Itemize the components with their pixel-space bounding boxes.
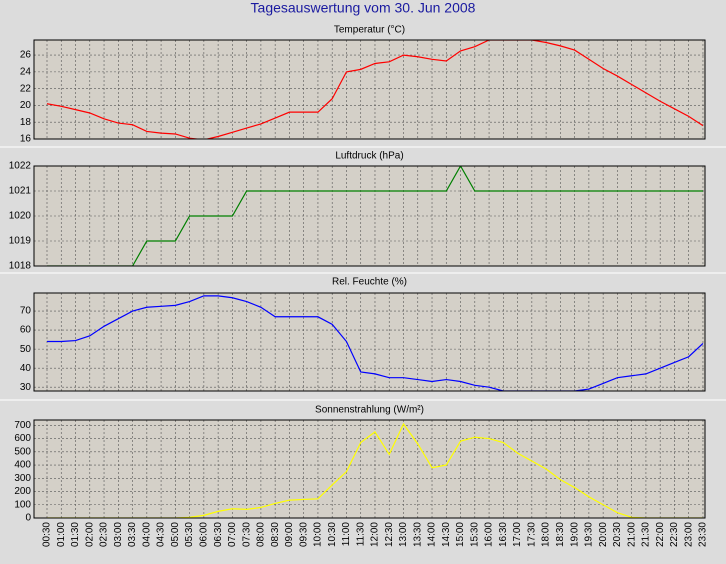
x-tick-label: 03:30	[127, 522, 138, 547]
y-tick-label: 1020	[9, 211, 32, 222]
x-tick-label: 13:30	[412, 522, 423, 547]
x-tick-label: 16:00	[484, 522, 495, 547]
x-tick-label: 19:30	[584, 522, 595, 547]
x-tick-label: 14:00	[427, 522, 438, 547]
x-tick-label: 04:30	[156, 522, 167, 547]
x-tick-label: 10:00	[313, 522, 324, 547]
plot-area	[34, 420, 705, 518]
page-title: Tagesauswertung vom 30. Jun 2008	[251, 0, 476, 16]
x-tick-label: 10:30	[327, 522, 338, 547]
y-tick-label: 40	[20, 363, 32, 374]
plot-border	[33, 165, 706, 267]
x-tick-label: 20:00	[598, 522, 609, 547]
x-tick-label: 22:00	[655, 522, 666, 547]
y-tick-label: 24	[20, 67, 32, 78]
y-tick-label: 600	[14, 433, 31, 444]
x-tick-label: 08:30	[270, 522, 281, 547]
chart-title: Sonnenstrahlung (W/m²)	[315, 405, 424, 416]
x-tick-label: 23:30	[698, 522, 709, 547]
y-tick-label: 20	[20, 100, 32, 111]
y-tick-label: 18	[20, 117, 32, 128]
y-tick-label: 16	[20, 134, 32, 145]
x-tick-label: 01:00	[56, 522, 67, 547]
x-tick-label: 20:30	[612, 522, 623, 547]
x-tick-label: 06:00	[199, 522, 210, 547]
y-tick-label: 26	[20, 50, 32, 61]
x-tick-label: 09:00	[284, 522, 295, 547]
x-tick-label: 02:00	[84, 522, 95, 547]
x-tick-label: 07:30	[241, 522, 252, 547]
x-tick-label: 08:00	[256, 522, 267, 547]
y-tick-label: 1018	[9, 261, 32, 272]
x-tick-label: 18:00	[541, 522, 552, 547]
x-tick-label: 17:30	[526, 522, 537, 547]
x-tick-label: 15:30	[469, 522, 480, 547]
y-tick-label: 1021	[9, 186, 32, 197]
x-tick-label: 06:30	[213, 522, 224, 547]
y-tick-label: 50	[20, 344, 32, 355]
data-line	[47, 166, 703, 266]
x-tick-label: 13:00	[398, 522, 409, 547]
x-tick-label: 22:30	[669, 522, 680, 547]
y-tick-label: 1019	[9, 236, 32, 247]
chart-title: Rel. Feuchte (%)	[332, 277, 407, 288]
data-line	[46, 40, 704, 139]
x-tick-label: 01:30	[70, 522, 81, 547]
y-tick-label: 30	[20, 382, 32, 393]
data-line	[47, 422, 703, 518]
plot-border	[33, 292, 706, 392]
x-tick-label: 05:00	[170, 522, 181, 547]
y-tick-label: 100	[14, 499, 31, 510]
plot-border	[33, 39, 706, 140]
x-tick-label: 09:30	[298, 522, 309, 547]
x-tick-label: 17:00	[512, 522, 523, 547]
x-tick-label: 05:30	[184, 522, 195, 547]
y-tick-label: 60	[20, 325, 32, 336]
x-tick-label: 21:30	[641, 522, 652, 547]
y-tick-label: 0	[25, 513, 31, 524]
x-tick-label: 18:30	[555, 522, 566, 547]
y-tick-label: 700	[14, 420, 31, 431]
y-tick-label: 1022	[9, 161, 32, 172]
x-tick-label: 23:00	[683, 522, 694, 547]
y-tick-label: 400	[14, 460, 31, 471]
x-tick-label: 11:00	[341, 522, 352, 547]
plot-border	[33, 419, 706, 519]
y-tick-label: 300	[14, 473, 31, 484]
y-tick-label: 200	[14, 486, 31, 497]
y-tick-label: 70	[20, 306, 32, 317]
data-line	[47, 295, 704, 391]
x-tick-label: 12:00	[370, 522, 381, 547]
x-tick-label: 15:00	[455, 522, 466, 547]
x-tick-label: 00:30	[42, 522, 53, 547]
plot-area	[34, 166, 705, 266]
chart-title: Luftdruck (hPa)	[335, 151, 403, 162]
x-tick-label: 14:30	[441, 522, 452, 547]
y-tick-label: 500	[14, 446, 31, 457]
x-tick-label: 16:30	[498, 522, 509, 547]
x-tick-label: 19:00	[569, 522, 580, 547]
y-tick-label: 22	[20, 83, 32, 94]
plot-area	[34, 293, 705, 391]
x-tick-label: 07:00	[227, 522, 238, 547]
x-tick-label: 03:00	[113, 522, 124, 547]
x-tick-label: 11:30	[355, 522, 366, 547]
x-tick-label: 02:30	[99, 522, 110, 547]
chart-title: Temperatur (°C)	[334, 25, 405, 36]
plot-area	[34, 40, 705, 139]
x-tick-label: 04:00	[141, 522, 152, 547]
x-tick-label: 12:30	[384, 522, 395, 547]
x-tick-label: 21:00	[626, 522, 637, 547]
